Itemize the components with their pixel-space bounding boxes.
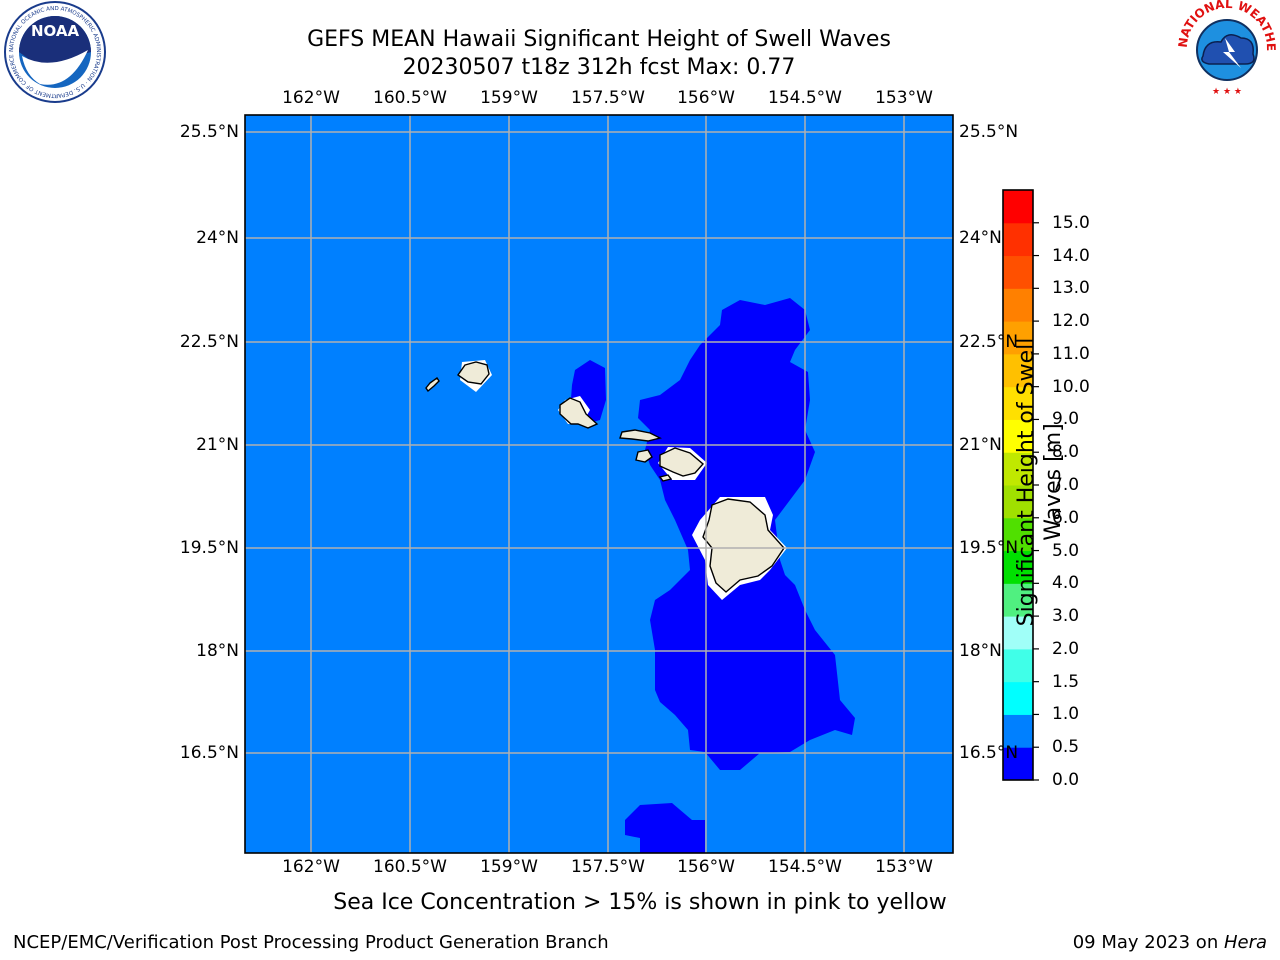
lat-tick-right: 24°N	[959, 228, 1002, 248]
colorbar-swatch	[1003, 419, 1033, 453]
colorbar-level-label: 6.0	[1052, 507, 1080, 528]
hawaii-big-island	[702, 498, 785, 593]
lat-tick-right: 18°N	[959, 641, 1002, 661]
noaa-logo: NATIONAL OCEANIC AND ATMOSPHERIC ADMINIS…	[4, 1, 106, 103]
maui-island	[659, 447, 704, 477]
colorbar-level-label: 0.0	[1052, 770, 1080, 790]
colorbar-swatch	[1003, 321, 1033, 355]
gridlines	[245, 115, 953, 853]
colorbar-level-label: 12.0	[1052, 311, 1090, 332]
colorbar-swatch	[1003, 386, 1033, 420]
lat-tick-left: 21°N	[196, 435, 239, 455]
lon-tick-bottom: 156°W	[677, 857, 735, 877]
colorbar-swatch	[1003, 190, 1033, 224]
lon-tick-top: 162°W	[282, 88, 340, 108]
lon-tick-bottom: 160.5°W	[373, 857, 447, 877]
lon-tick-bottom: 153°W	[875, 857, 933, 877]
lon-tick-bottom: 159°W	[480, 857, 538, 877]
lon-tick-top: 154.5°W	[768, 88, 842, 108]
footer-date-text: 09 May 2023 on	[1072, 932, 1224, 953]
svg-text:NOAA: NOAA	[31, 22, 80, 40]
footer-host: Hera	[1223, 932, 1267, 953]
oahu-island	[559, 397, 599, 429]
lat-tick-right: 19.5°N	[959, 538, 1019, 558]
chart-title: GEFS MEAN Hawaii Significant Height of S…	[307, 27, 891, 52]
lon-tick-bottom: 154.5°W	[768, 857, 842, 877]
lat-tick-right: 21°N	[959, 435, 1002, 455]
colorbar-level-label: 1.5	[1052, 671, 1080, 692]
colorbar-swatch	[1003, 747, 1033, 781]
colorbar-swatch	[1003, 648, 1033, 683]
lon-tick-top: 157.5°W	[571, 88, 645, 108]
colorbar-level-label: 15.0	[1052, 212, 1090, 233]
colorbar-swatch	[1003, 517, 1033, 552]
footer-branch: NCEP/EMC/Verification Post Processing Pr…	[13, 932, 609, 953]
colorbar-level-label: 2.0	[1052, 638, 1080, 659]
colorbar-level-label: 3.0	[1052, 606, 1080, 627]
colorbar-title-line2: Waves [m]	[1041, 423, 1066, 541]
colorbar-level-label: 0.5	[1052, 737, 1080, 758]
colorbar-swatch	[1003, 714, 1033, 748]
colorbar-level-label: 10.0	[1052, 376, 1090, 397]
sea-ice-caption: Sea Ice Concentration > 15% is shown in …	[333, 890, 947, 915]
lon-tick-bottom: 162°W	[282, 857, 340, 877]
lat-tick-right: 22.5°N	[959, 332, 1019, 352]
molokai-island	[619, 429, 663, 442]
lat-tick-left: 19.5°N	[179, 538, 239, 558]
map-frame	[244, 114, 954, 854]
lat-tick-left: 24°N	[196, 228, 239, 248]
lon-tick-top: 153°W	[875, 88, 933, 108]
lon-tick-top: 156°W	[677, 88, 735, 108]
colorbar-level-label: 8.0	[1052, 442, 1080, 463]
lanai-island	[635, 449, 653, 463]
colorbar-level-label: 14.0	[1052, 245, 1090, 266]
colorbar-title: Significant Height of Swell Waves [m]	[1013, 332, 1067, 632]
colorbar-swatch	[1003, 288, 1033, 322]
colorbar-swatch	[1003, 681, 1033, 715]
southern-swell-region	[625, 803, 705, 853]
colorbar-level-label: 1.0	[1052, 704, 1080, 725]
ocean-background	[245, 115, 953, 853]
lon-tick-top: 160.5°W	[373, 88, 447, 108]
colorbar-level-label: 5.0	[1052, 540, 1080, 561]
kauai-island	[457, 361, 490, 385]
footer-date: 09 May 2023 on Hera	[1073, 932, 1267, 953]
islands	[425, 361, 785, 593]
lat-tick-left: 22.5°N	[179, 332, 239, 352]
lon-tick-top: 159°W	[480, 88, 538, 108]
lon-tick-bottom: 157.5°W	[571, 857, 645, 877]
chart-subtitle: 20230507 t18z 312h fcst Max: 0.77	[402, 55, 796, 80]
colorbar-title-line1: Significant Height of Swell	[1014, 337, 1039, 627]
colorbar-level-label: 7.0	[1052, 475, 1080, 495]
lat-tick-left: 16.5°N	[179, 743, 239, 763]
colorbar-level-label: 9.0	[1052, 409, 1080, 430]
colorbar-swatch	[1003, 485, 1033, 519]
nws-logo: NATIONAL WEATHER SERVICE ★ ★ ★	[1175, 0, 1278, 97]
colorbar-swatch	[1003, 550, 1033, 584]
colorbar-swatch	[1003, 452, 1033, 486]
lat-tick-left: 18°N	[196, 641, 239, 661]
lat-tick-right: 16.5°N	[959, 743, 1019, 763]
kahoolawe-island	[658, 474, 673, 482]
colorbar-swatch	[1003, 353, 1033, 388]
svg-text:★ ★ ★: ★ ★ ★	[1212, 87, 1242, 97]
lat-tick-right: 25.5°N	[959, 122, 1019, 142]
colorbar-level-label: 4.0	[1052, 573, 1080, 594]
colorbar-swatch	[1003, 255, 1033, 289]
colorbar-swatch	[1003, 222, 1033, 257]
colorbar-level-label: 11.0	[1052, 343, 1090, 364]
niihau-island	[425, 377, 440, 393]
lat-tick-left: 25.5°N	[179, 122, 239, 142]
colorbar-swatch	[1003, 583, 1033, 617]
colorbar	[1002, 189, 1039, 781]
colorbar-swatch	[1003, 616, 1033, 650]
colorbar-level-label: 13.0	[1052, 278, 1090, 299]
